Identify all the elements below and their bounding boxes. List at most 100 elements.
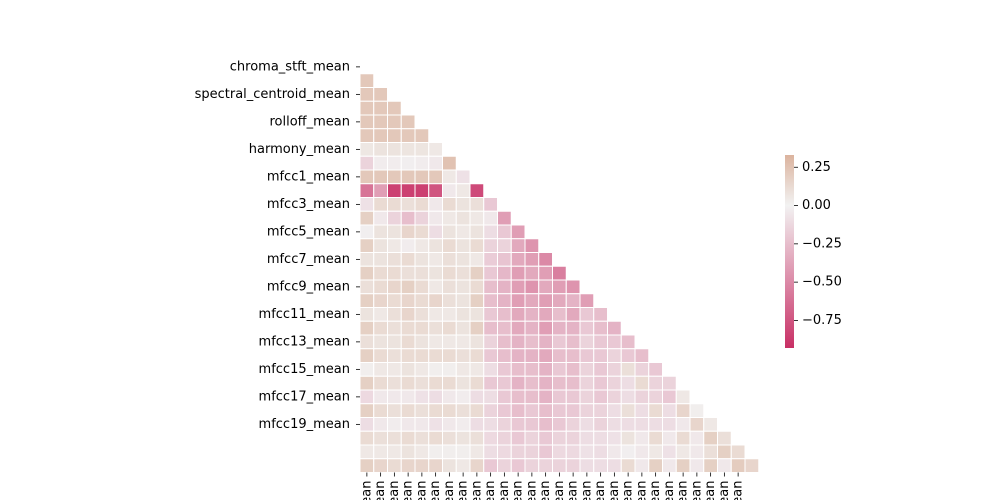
heatmap-cell — [620, 389, 636, 405]
heatmap-cell — [565, 320, 581, 336]
x-tick-label: _mean — [593, 481, 608, 500]
heatmap-cell — [455, 430, 471, 446]
colorbar: 0.25 0.00 −0.25 −0.50 −0.75 — [785, 155, 842, 348]
heatmap-cell — [717, 458, 732, 473]
heatmap-cell — [497, 224, 512, 240]
heatmap-cell — [634, 444, 650, 460]
heatmap-cell — [497, 417, 512, 432]
heatmap-cell — [400, 375, 416, 391]
heatmap-cell — [400, 128, 416, 143]
heatmap-cell — [414, 348, 430, 363]
heatmap-cell — [373, 128, 388, 143]
heatmap-cell — [607, 334, 622, 350]
heatmap-cell — [510, 265, 526, 281]
heatmap-cell — [400, 279, 416, 295]
x-tick-label: _mean — [579, 481, 594, 500]
heatmap-cell — [483, 210, 498, 226]
heatmap-cell — [538, 444, 553, 460]
y-tick-label: mfcc9_mean — [267, 279, 350, 294]
heatmap-cell — [675, 458, 691, 473]
heatmap-cell — [579, 348, 595, 363]
heatmap-cell — [373, 375, 388, 391]
heatmap-cell — [414, 128, 430, 143]
heatmap-cell — [442, 252, 457, 267]
heatmap-cell — [400, 210, 416, 226]
heatmap-cell — [414, 403, 430, 418]
heatmap-cell — [552, 417, 567, 432]
heatmap-cell — [497, 403, 512, 418]
heatmap-cell — [579, 417, 595, 432]
heatmap-cell — [607, 458, 622, 473]
x-tick-label: _mean — [373, 481, 388, 500]
heatmap-cell — [428, 279, 443, 295]
heatmap-cell — [359, 348, 375, 363]
heatmap-cell — [469, 252, 485, 267]
heatmap-cell — [359, 100, 375, 116]
heatmap-cell — [373, 238, 388, 253]
heatmap-cell — [400, 320, 416, 336]
heatmap-cell — [579, 375, 595, 391]
heatmap-cell — [414, 279, 430, 295]
heatmap-cell — [524, 293, 540, 308]
heatmap-cell — [442, 458, 457, 473]
heatmap-cell — [359, 334, 375, 350]
heatmap-cell — [373, 458, 388, 473]
x-tick-label: _mean — [428, 481, 443, 500]
heatmap-cell — [387, 417, 402, 432]
heatmap-cell — [607, 417, 622, 432]
x-tick-label: _mean — [511, 481, 526, 500]
heatmap-cell — [387, 458, 402, 473]
heatmap-cell — [593, 320, 608, 336]
heatmap-cell — [428, 224, 443, 240]
heatmap-cell — [387, 252, 402, 267]
heatmap-cell — [607, 430, 622, 446]
heatmap-cell — [510, 444, 526, 460]
heatmap-cell — [593, 375, 608, 391]
heatmap-cell — [387, 197, 402, 212]
heatmap-cell — [373, 279, 388, 295]
heatmap-cell — [455, 348, 471, 363]
heatmap-cell — [442, 403, 457, 418]
heatmap-cell — [483, 430, 498, 446]
heatmap-cell — [373, 210, 388, 226]
heatmap-cell — [414, 210, 430, 226]
heatmap-cell — [648, 389, 663, 405]
colorbar-ticks: 0.25 0.00 −0.25 −0.50 −0.75 — [794, 160, 842, 328]
heatmap-cell — [442, 320, 457, 336]
heatmap-cell — [497, 458, 512, 473]
heatmap-cell — [387, 375, 402, 391]
heatmap-cell — [455, 238, 471, 253]
heatmap-cell — [455, 210, 471, 226]
heatmap-cell — [689, 430, 705, 446]
heatmap-cell — [634, 348, 650, 363]
heatmap-cell — [469, 238, 485, 253]
y-tick-label: mfcc7_mean — [267, 252, 350, 267]
x-tick-label: _mean — [469, 481, 484, 500]
heatmap-cell — [359, 87, 375, 102]
heatmap-cell — [359, 224, 375, 240]
heatmap-cell — [414, 155, 430, 171]
heatmap-cell — [730, 458, 746, 473]
heatmap-cell — [538, 307, 553, 322]
heatmap-cell — [442, 293, 457, 308]
heatmap-cell — [400, 155, 416, 171]
heatmap-cell — [414, 197, 430, 212]
heatmap-cell — [373, 265, 388, 281]
heatmap-cell — [538, 375, 553, 391]
heatmap-cell — [373, 142, 388, 157]
heatmap-cell — [524, 320, 540, 336]
y-tick-label: spectral_centroid_mean — [195, 87, 350, 102]
x-tick-label: _mean — [359, 481, 374, 500]
heatmap-cell — [497, 265, 512, 281]
heatmap-cell — [552, 430, 567, 446]
heatmap-cell — [469, 210, 485, 226]
heatmap-cell — [648, 375, 663, 391]
heatmap-cell — [387, 169, 402, 185]
heatmap-cell — [414, 417, 430, 432]
heatmap-cell — [565, 348, 581, 363]
colorbar-tick-label: 0.00 — [802, 198, 831, 213]
heatmap-cell — [359, 169, 375, 185]
heatmap-cell — [359, 307, 375, 322]
heatmap-cell — [373, 417, 388, 432]
heatmap-cell — [703, 458, 718, 473]
